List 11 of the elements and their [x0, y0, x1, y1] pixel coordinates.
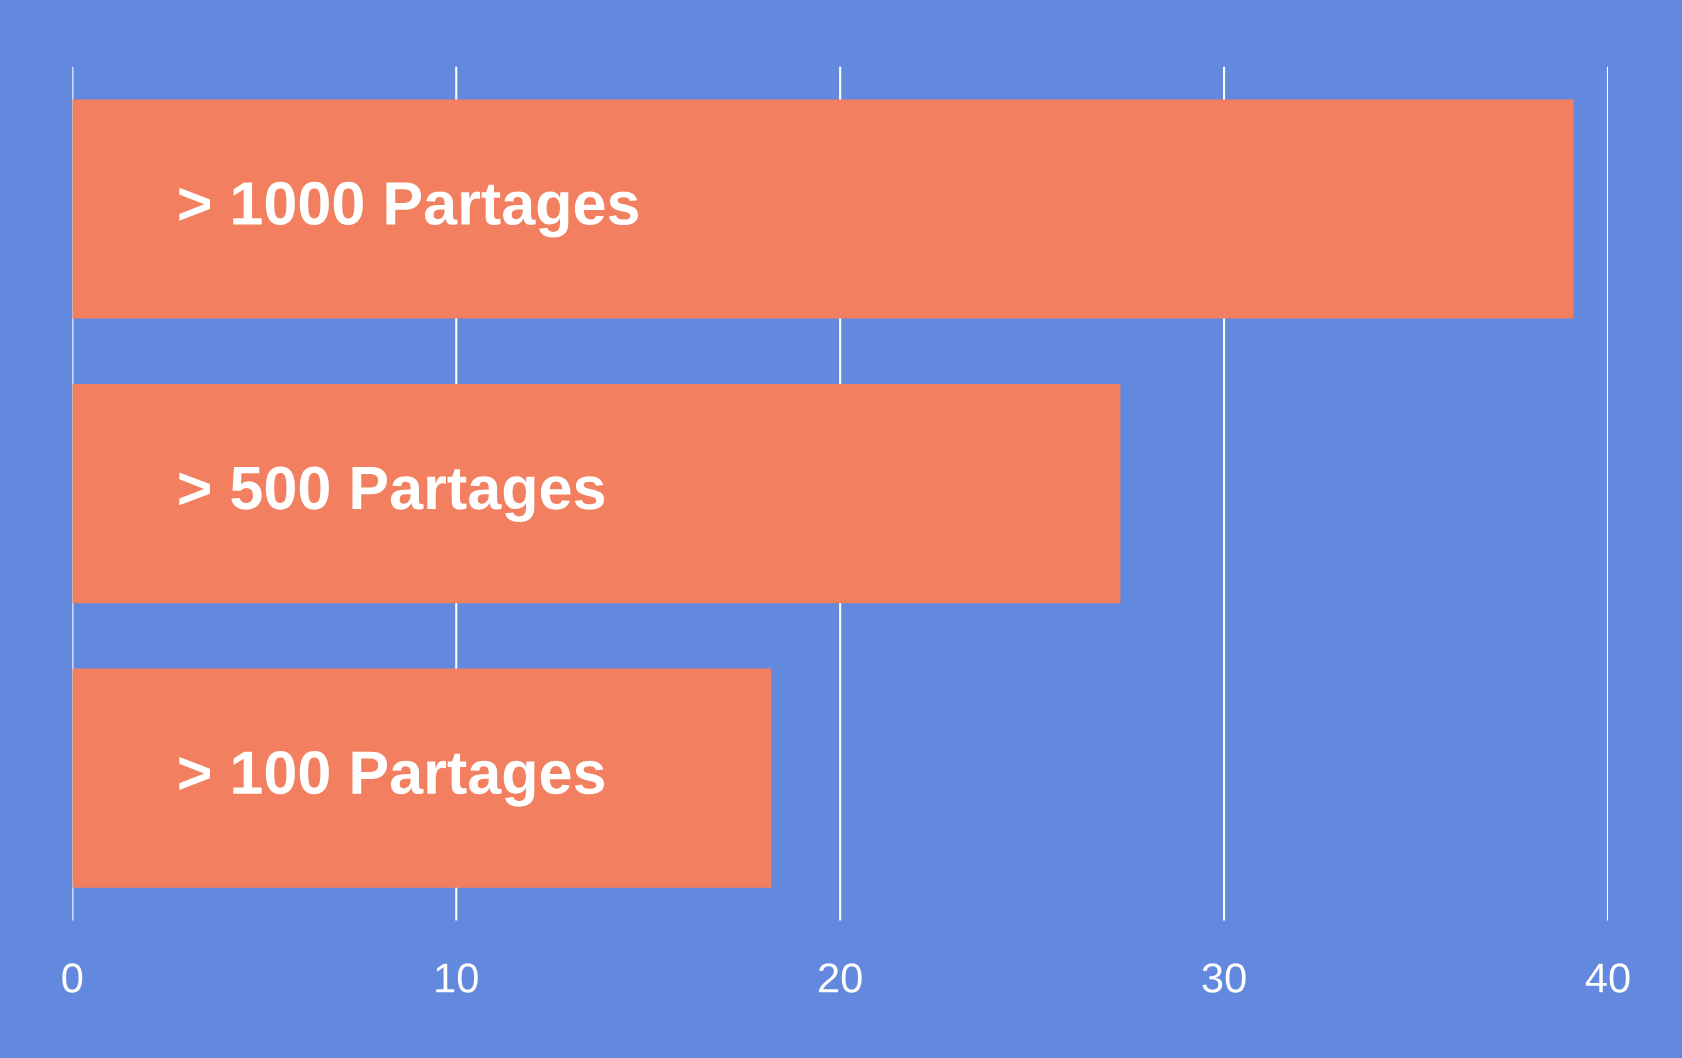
x-tick-label: 40 [1585, 963, 1630, 993]
bar [72, 99, 1574, 319]
x-tick-label: 0 [62, 963, 83, 993]
x-tick-label: 30 [1202, 963, 1246, 993]
bar [72, 668, 772, 888]
y-tick-label: > 500 Partages [179, 466, 605, 523]
x-tick-label: 20 [819, 963, 862, 993]
y-tick-label: > 100 Partages [179, 751, 605, 807]
y-tick-label: > 1000 Partages [179, 181, 639, 238]
bar [72, 383, 1121, 604]
x-tick-label: 10 [436, 963, 478, 993]
